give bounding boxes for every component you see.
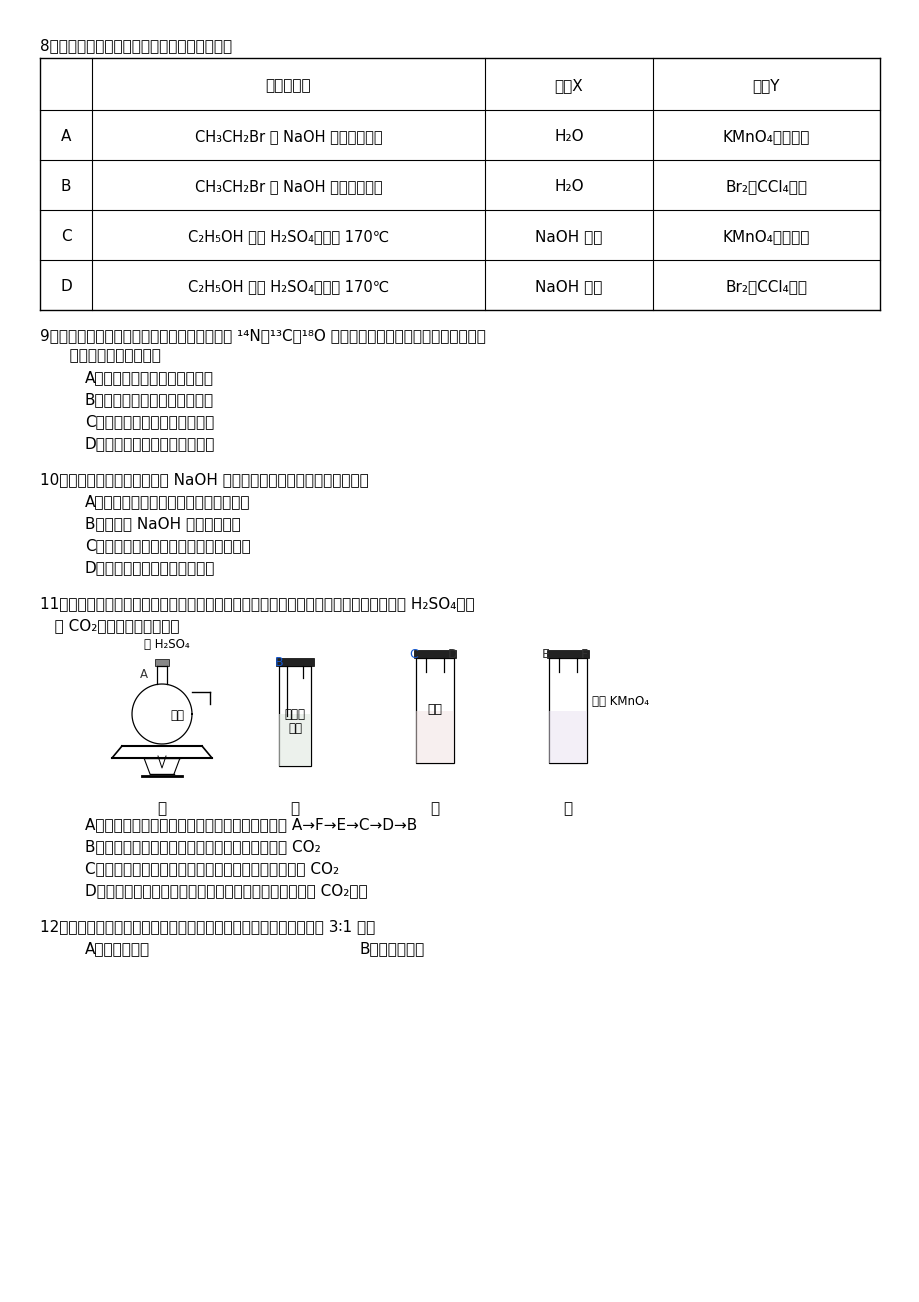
Bar	[414, 650, 456, 658]
Text: 9．同温同压下，等体积的两容器内分别充满由 ¹⁴N、¹³C、¹⁸O 三种原子构成的一氧化氮和一氧化碳。: 9．同温同压下，等体积的两容器内分别充满由 ¹⁴N、¹³C、¹⁸O 三种原子构成…	[40, 328, 485, 342]
Text: 木炭: 木炭	[170, 710, 184, 723]
Text: E: E	[541, 648, 550, 661]
Text: 甲: 甲	[157, 801, 166, 816]
Text: 乙: 乙	[290, 801, 300, 816]
Text: NaOH 溶液: NaOH 溶液	[535, 279, 602, 294]
Text: C．转移溶解液时，溶解液未冷却至室温: C．转移溶解液时，溶解液未冷却至室温	[85, 538, 251, 553]
Bar	[278, 667, 311, 766]
Text: 酸性 KMnO₄: 酸性 KMnO₄	[591, 695, 648, 708]
Text: Br₂的CCl₄溶液: Br₂的CCl₄溶液	[725, 178, 807, 194]
Text: 乙烯的制备: 乙烯的制备	[266, 78, 311, 92]
Text: CH₃CH₂Br 与 NaOH 乙醇溶液共热: CH₃CH₂Br 与 NaOH 乙醇溶液共热	[195, 129, 382, 145]
Text: D: D	[60, 279, 72, 294]
Text: KMnO₄酸性溶液: KMnO₄酸性溶液	[722, 229, 810, 243]
Text: H₂O: H₂O	[553, 178, 584, 194]
Bar	[278, 713, 311, 766]
Text: D: D	[448, 648, 457, 661]
Text: C．含有相同的质子数和中子数: C．含有相同的质子数和中子数	[85, 414, 214, 428]
Text: 11．选用如图所示仪器中的两个或几个（内含物质）组装成实验装置，以验证木炭可被浓 H₂SO₄氧化: 11．选用如图所示仪器中的两个或几个（内含物质）组装成实验装置，以验证木炭可被浓…	[40, 596, 474, 611]
Text: 10．配制一定物质的量浓度的 NaOH 溶液时，造成所配溶液浓度偏低的是: 10．配制一定物质的量浓度的 NaOH 溶液时，造成所配溶液浓度偏低的是	[40, 473, 369, 487]
Text: A．洗涤后的容量瓶中留有少量蒸馏水．: A．洗涤后的容量瓶中留有少量蒸馏水．	[85, 493, 250, 509]
Text: C: C	[409, 648, 417, 661]
Text: B．含有相同的分子数和电子数: B．含有相同的分子数和电子数	[85, 392, 214, 408]
Text: A．按气流从左向右流向，连接装置的正确顺序是 A→F→E→C→D→B: A．按气流从左向右流向，连接装置的正确顺序是 A→F→E→C→D→B	[85, 816, 417, 832]
Text: D．含有相同的分子数和中子数: D．含有相同的分子数和中子数	[85, 436, 215, 450]
Text: A．乙酸异丙酯: A．乙酸异丙酯	[85, 941, 150, 956]
Text: KMnO₄酸性溶液: KMnO₄酸性溶液	[722, 129, 810, 145]
Text: D．定容时俯视容量瓶的刻度线: D．定容时俯视容量瓶的刻度线	[85, 560, 215, 575]
Bar	[547, 650, 588, 658]
Bar	[276, 658, 313, 667]
Text: 澄清石: 澄清石	[284, 708, 305, 721]
Text: B: B	[61, 178, 71, 194]
Text: 试剂X: 试剂X	[554, 78, 583, 92]
Text: 下列有关说法正确的是: 下列有关说法正确的是	[55, 348, 161, 363]
Text: B: B	[275, 656, 283, 669]
Text: C₂H₅OH 与浓 H₂SO₄加热至 170℃: C₂H₅OH 与浓 H₂SO₄加热至 170℃	[187, 279, 389, 294]
Text: B．称量的 NaOH 固体已经潮解: B．称量的 NaOH 固体已经潮解	[85, 516, 241, 531]
Text: 丙: 丙	[430, 801, 439, 816]
Text: C．丙中品红溶液褪色，乙中溶液变浑浊说明甲中生成 CO₂: C．丙中品红溶液褪色，乙中溶液变浑浊说明甲中生成 CO₂	[85, 861, 339, 876]
Text: 成 CO₂，下列说法正确的是: 成 CO₂，下列说法正确的是	[40, 618, 179, 633]
Bar	[549, 658, 586, 763]
Text: D．丁和丙中溶液都褪色，乙中溶液变浑浊，说明甲中有 CO₂生成: D．丁和丙中溶液都褪色，乙中溶液变浑浊，说明甲中有 CO₂生成	[85, 883, 368, 898]
Bar	[549, 711, 586, 763]
Text: A．所含分子数和质量均不相同: A．所含分子数和质量均不相同	[85, 370, 214, 385]
Text: B．丁中溶液褪色，乙中溶液变浑浊说明甲中生成 CO₂: B．丁中溶液褪色，乙中溶液变浑浊说明甲中生成 CO₂	[85, 838, 321, 854]
Text: A: A	[140, 668, 148, 681]
Bar	[154, 659, 169, 667]
Bar	[415, 658, 453, 763]
Text: 丁: 丁	[562, 801, 572, 816]
Text: 灰水: 灰水	[288, 723, 301, 736]
Text: 8．用右图所示装置检验乙烯时不需要除杂的是: 8．用右图所示装置检验乙烯时不需要除杂的是	[40, 38, 232, 53]
Text: C: C	[61, 229, 72, 243]
Text: 品红: 品红	[427, 703, 442, 716]
Text: Br₂的CCl₄溶液: Br₂的CCl₄溶液	[725, 279, 807, 294]
Text: F: F	[581, 648, 587, 661]
Bar	[415, 711, 453, 763]
Text: A: A	[61, 129, 71, 145]
Text: CH₃CH₂Br 与 NaOH 乙醇溶液共热: CH₃CH₂Br 与 NaOH 乙醇溶液共热	[195, 178, 382, 194]
Text: B．乙酸叔丁酯: B．乙酸叔丁酯	[359, 941, 425, 956]
Text: 12．下列化合物在核磁共振氢谱中能出现两组峰，且其峰面积之比为 3∶1 的有: 12．下列化合物在核磁共振氢谱中能出现两组峰，且其峰面积之比为 3∶1 的有	[40, 919, 375, 934]
Text: 试剂Y: 试剂Y	[752, 78, 779, 92]
Text: C₂H₅OH 与浓 H₂SO₄加热至 170℃: C₂H₅OH 与浓 H₂SO₄加热至 170℃	[187, 229, 389, 243]
Text: H₂O: H₂O	[553, 129, 584, 145]
Text: 浓 H₂SO₄: 浓 H₂SO₄	[144, 638, 189, 651]
Text: NaOH 溶液: NaOH 溶液	[535, 229, 602, 243]
